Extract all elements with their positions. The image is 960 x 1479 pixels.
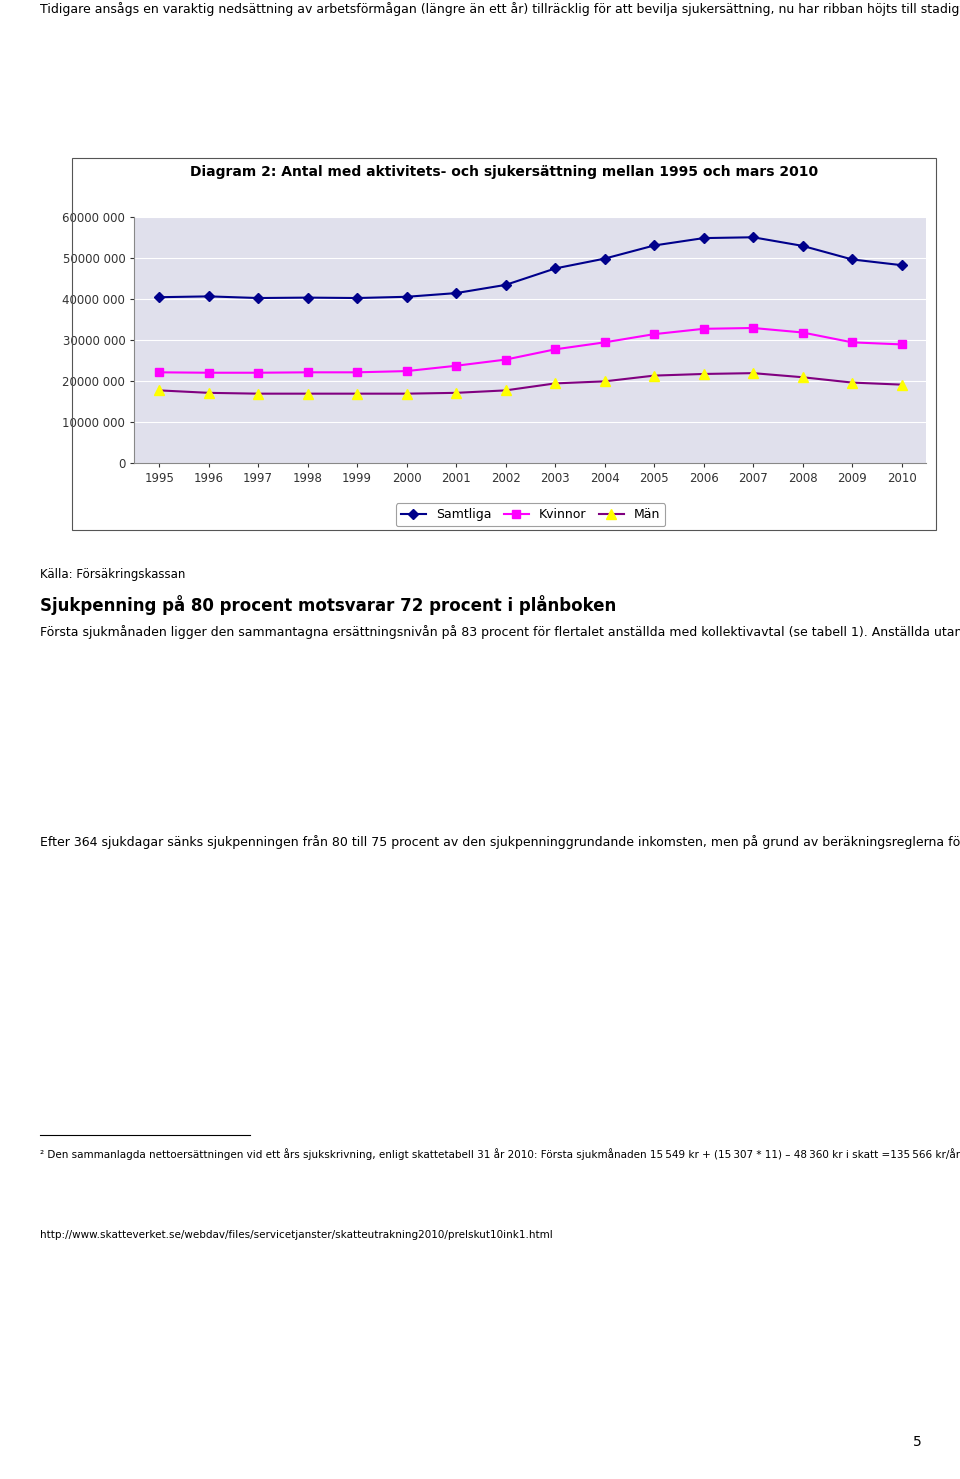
Text: http://www.skatteverket.se/webdav/files/servicetjanster/skatteutrakning2010/prel: http://www.skatteverket.se/webdav/files/… xyxy=(40,1231,553,1239)
Text: Sjukpenning på 80 procent motsvarar 72 procent i plånboken: Sjukpenning på 80 procent motsvarar 72 p… xyxy=(40,595,616,615)
Text: Efter 364 sjukdagar sänks sjukpenningen från 80 till 75 procent av den sjukpenni: Efter 364 sjukdagar sänks sjukpenningen … xyxy=(40,836,960,849)
Text: 5: 5 xyxy=(913,1436,922,1449)
Text: Källa: Försäkringskassan: Källa: Försäkringskassan xyxy=(40,568,185,581)
Text: Diagram 2: Antal med aktivitets- och sjukersättning mellan 1995 och mars 2010: Diagram 2: Antal med aktivitets- och sju… xyxy=(190,166,818,179)
Text: Tidigare ansågs en varaktig nedsättning av arbetsförmågan (längre än ett år) til: Tidigare ansågs en varaktig nedsättning … xyxy=(40,1,960,16)
Text: ² Den sammanlagda nettoersättningen vid ett års sjukskrivning, enligt skattetabe: ² Den sammanlagda nettoersättningen vid … xyxy=(40,1148,960,1160)
Text: Första sjukmånaden ligger den sammantagna ersättningsnivån på 83 procent för fle: Första sjukmånaden ligger den sammantagn… xyxy=(40,626,960,639)
Legend: Samtliga, Kvinnor, Män: Samtliga, Kvinnor, Män xyxy=(396,503,665,527)
